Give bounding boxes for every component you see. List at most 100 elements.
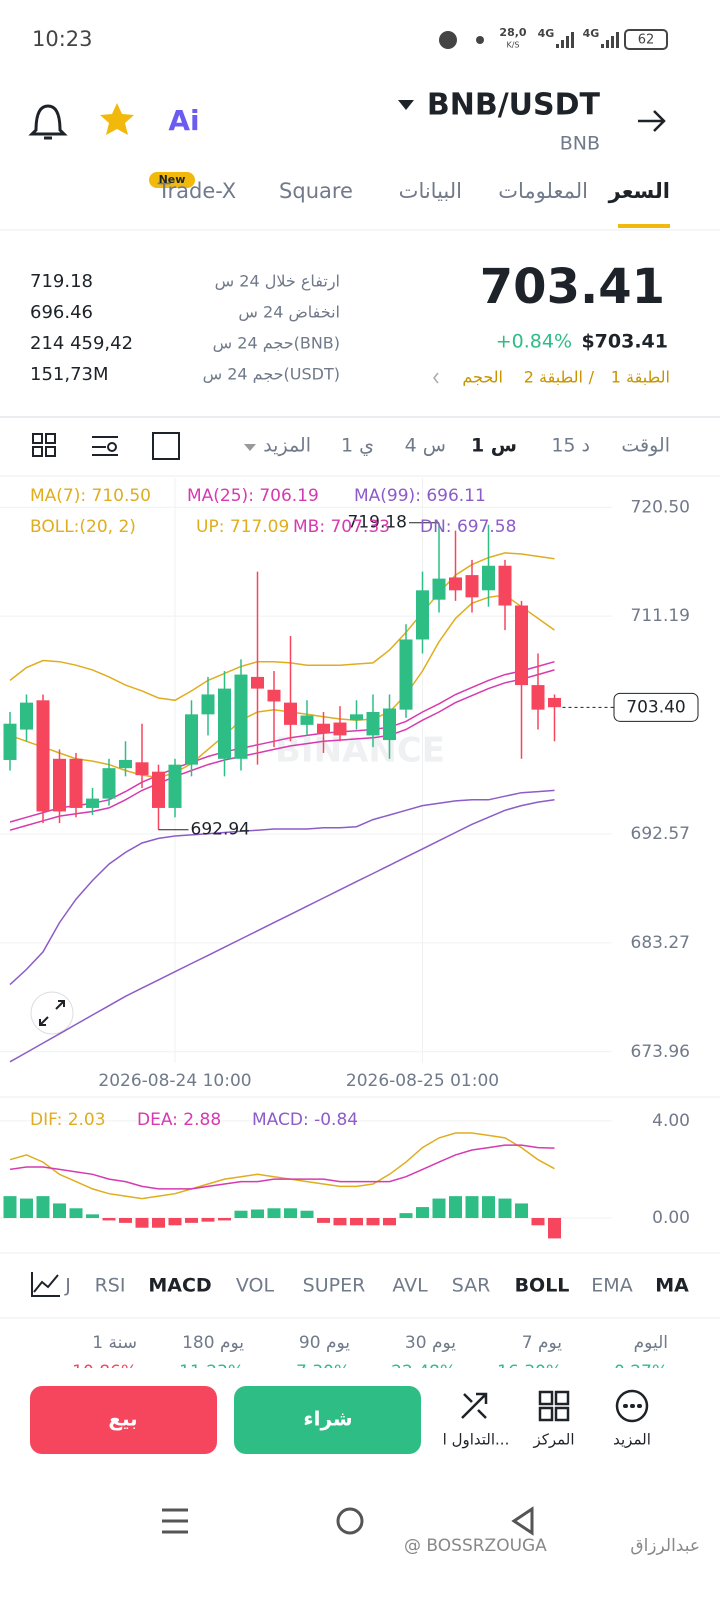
position-icon[interactable] [538,1390,570,1422]
candle-body [168,764,182,808]
macd-bar [333,1218,347,1226]
stat-label: حجم 24 س(USDT) [203,365,340,384]
settings-icon[interactable] [92,436,118,456]
buy-button[interactable] [234,1386,421,1454]
sell-label[interactable]: بيع [108,1407,137,1431]
macd-bar [119,1218,132,1223]
tab[interactable]: البيانات [399,179,462,203]
period-change: 7.30% [296,1362,350,1382]
macd-bar [482,1196,495,1218]
bell-icon[interactable] [28,104,68,140]
usd-price: $703.41 [581,331,668,353]
more-dropdown[interactable] [244,444,256,451]
candle-body [86,798,99,808]
macd-bar [218,1218,231,1221]
tab[interactable]: المعلومات [498,179,588,203]
indicator-line [9,660,555,823]
period-label: اليوم [634,1333,668,1353]
candle-body [3,723,17,760]
tab[interactable]: Trade-X [157,179,236,203]
watermark-name: عبدالرزاق [630,1536,700,1556]
candle-body [333,722,347,736]
indicator-tab[interactable]: EMA [591,1275,632,1297]
layer-tag[interactable]: الطبقة 1 [611,368,670,387]
settings-icon[interactable] [107,442,117,452]
candle-body [366,712,380,736]
candle-body [218,688,231,759]
indicator-line [9,789,555,986]
indicator-tab[interactable]: RSI [95,1275,126,1297]
trade-icon[interactable] [461,1392,488,1419]
layout-icon[interactable] [32,433,56,457]
annotation-label: 719.18 [348,513,407,533]
candle-body [152,771,165,808]
timeframe[interactable]: 1 س [471,435,517,457]
network-type: 4G [583,27,600,40]
period-label: 7 يوم [522,1333,563,1353]
sell-button[interactable] [30,1386,217,1454]
more-label[interactable]: المزيد [613,1431,651,1449]
indicator-tab[interactable]: MA [655,1275,689,1297]
macd-bar [300,1210,314,1218]
favorite-icon[interactable] [100,103,134,135]
timeframe[interactable]: الوقت [621,435,670,457]
expand-button[interactable] [30,991,74,1035]
y-tick-label: 673.96 [631,1042,690,1062]
indicator-tab[interactable]: SUPER [303,1275,366,1297]
battery-icon [624,29,668,50]
annotation-label: 692.94 [191,820,250,840]
candle-body [449,577,462,591]
tab[interactable]: السعر [608,179,670,203]
macd-bar [399,1213,413,1218]
network-type: 4G [538,27,555,40]
tab-indicator [618,224,670,228]
timeframe[interactable]: 4 س [405,435,446,457]
stat-label: ارتفاع خلال 24 س [215,272,340,292]
pair-name[interactable]: BNB/USDT [427,88,601,123]
macd-bar [251,1209,264,1218]
macd-bar [185,1218,198,1223]
fullscreen-icon[interactable] [152,432,180,460]
legend-entry: UP: 717.09 [196,517,289,537]
tab[interactable]: Square [279,179,353,203]
macd-bar [86,1214,99,1218]
expand-icon[interactable] [39,1000,65,1026]
share-icon[interactable] [638,110,666,132]
indicator-tab[interactable]: J [64,1275,71,1297]
macd-bar [69,1208,83,1218]
legend-entry: MB: 707.33 [293,517,390,537]
nav-menu[interactable] [162,1508,188,1534]
indicator-tab[interactable]: SAR [452,1275,491,1297]
candle-body [36,700,50,812]
period-change: 11.23% [179,1362,244,1382]
stat-value: 214 459,42 [30,333,133,354]
volume-tag[interactable]: الحجم [462,368,503,387]
period-label: 180 يوم [182,1333,244,1353]
nav-back[interactable] [511,1506,534,1536]
nav-home[interactable] [336,1507,364,1535]
stat-label: انخفاض 24 س [238,303,340,323]
candle-body [267,689,281,702]
performance-values: 0.27% 16.30% 22.48% 7.30% 11.23% 10.86% [72,1362,668,1382]
more-icon[interactable] [615,1389,649,1423]
buy-label[interactable]: شراء [303,1407,352,1431]
timeframe[interactable]: المزيد [263,435,311,457]
timeframe[interactable]: 1 ي [341,435,374,457]
position-label[interactable]: المركز [532,1431,574,1449]
indicator-tab[interactable]: VOL [236,1275,275,1297]
indicator-tab[interactable]: AVL [392,1275,428,1297]
trade-label[interactable]: التداول ا... [443,1431,510,1449]
layer-tag[interactable]: الطبقة 2 [524,368,583,387]
chevron [433,372,439,384]
ai-button[interactable]: Ai [168,104,199,137]
legend-entry: DEA: 2.88 [137,1110,221,1130]
timeframe[interactable]: 15 د [551,435,590,457]
candle-body [482,565,495,591]
macd-bar [383,1218,396,1226]
indicator-icon[interactable] [31,1272,60,1297]
pair-dropdown[interactable] [398,100,414,110]
indicator-tab[interactable]: BOLL [515,1275,570,1297]
macd-bar [36,1196,50,1218]
indicator-tab[interactable]: MACD [148,1275,211,1297]
candle-body [102,768,116,799]
